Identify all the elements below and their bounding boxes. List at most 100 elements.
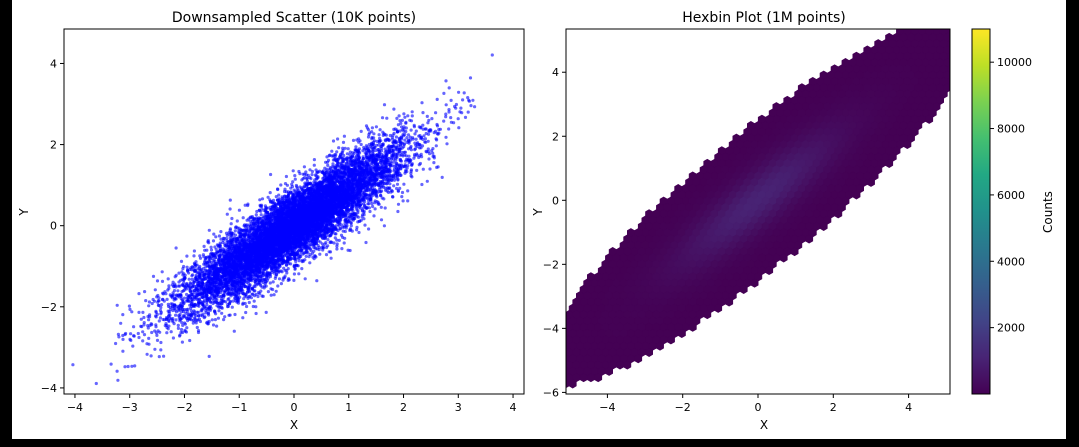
scatter-point bbox=[367, 227, 371, 231]
scatter-point bbox=[398, 129, 402, 133]
scatter-point bbox=[395, 182, 400, 186]
scatter-point bbox=[224, 236, 229, 240]
scatter-point bbox=[385, 116, 389, 120]
scatter-point bbox=[179, 330, 183, 334]
scatter-point bbox=[406, 199, 410, 203]
scatter-point bbox=[279, 282, 283, 286]
scatter-point bbox=[182, 296, 187, 300]
scatter-point bbox=[449, 98, 453, 102]
scatter-point bbox=[147, 318, 151, 322]
scatter-point bbox=[208, 308, 212, 312]
scatter-point bbox=[233, 229, 237, 233]
scatter-point bbox=[434, 144, 438, 148]
scatter-point bbox=[394, 135, 398, 139]
scatter-point bbox=[256, 294, 260, 299]
scatter-point bbox=[164, 292, 168, 296]
scatter-point bbox=[192, 249, 196, 253]
scatter-point bbox=[329, 256, 333, 260]
scatter-point bbox=[211, 239, 216, 243]
scatter-point bbox=[230, 216, 234, 221]
scatter-point bbox=[406, 114, 410, 118]
scatter-point bbox=[146, 326, 150, 330]
scatter-point bbox=[149, 354, 153, 358]
scatter-point bbox=[141, 330, 145, 334]
scatter-title: Downsampled Scatter (10K points) bbox=[172, 10, 416, 26]
scatter-point bbox=[126, 364, 130, 369]
scatter-point bbox=[222, 318, 226, 322]
scatter-point bbox=[412, 156, 416, 160]
scatter-point bbox=[421, 123, 425, 127]
scatter-point bbox=[343, 146, 347, 150]
scatter-point bbox=[424, 127, 428, 131]
scatter-point bbox=[155, 279, 160, 283]
scatter-point bbox=[301, 172, 305, 176]
scatter-point bbox=[292, 272, 296, 276]
scatter-point bbox=[150, 330, 154, 335]
scatter-point bbox=[335, 150, 339, 154]
scatter-point bbox=[413, 132, 417, 136]
scatter-point bbox=[374, 125, 378, 129]
scatter-point bbox=[401, 199, 405, 203]
scatter-point bbox=[159, 340, 163, 345]
scatter-point bbox=[223, 315, 227, 319]
scatter-point bbox=[158, 308, 163, 313]
scatter-point bbox=[247, 300, 251, 305]
scatter-point bbox=[181, 267, 185, 271]
scatter-point bbox=[425, 114, 429, 118]
scatter-point bbox=[435, 124, 440, 128]
scatter-point bbox=[342, 241, 346, 245]
scatter-point bbox=[115, 303, 119, 307]
scatter-point bbox=[330, 149, 334, 153]
scatter-point bbox=[354, 145, 358, 149]
scatter-point bbox=[141, 310, 145, 314]
scatter-point bbox=[398, 119, 402, 123]
scatter-point bbox=[235, 219, 239, 223]
scatter-point bbox=[178, 312, 182, 316]
scatter-point bbox=[109, 362, 113, 366]
scatter-point bbox=[381, 143, 385, 147]
scatter-point bbox=[382, 103, 387, 107]
scatter-point bbox=[410, 110, 414, 114]
scatter-point bbox=[310, 169, 314, 174]
scatter-point bbox=[157, 355, 161, 359]
scatter-point bbox=[370, 202, 374, 206]
scatter-point bbox=[198, 319, 202, 324]
scatter-point bbox=[272, 293, 276, 297]
scatter-point bbox=[300, 267, 304, 271]
scatter-point bbox=[391, 195, 395, 199]
scatter-point bbox=[382, 224, 386, 228]
scatter-point bbox=[371, 204, 375, 209]
scatter-point bbox=[332, 241, 336, 245]
scatter-point bbox=[174, 318, 178, 322]
scatter-point bbox=[161, 292, 165, 296]
scatter-point bbox=[286, 267, 290, 271]
scatter-point bbox=[117, 335, 121, 339]
scatter-point bbox=[324, 253, 329, 257]
scatter-point bbox=[131, 344, 135, 348]
scatter-point bbox=[459, 106, 463, 110]
scatter-point bbox=[366, 135, 371, 139]
scatter-point bbox=[283, 182, 288, 186]
scatter-point bbox=[178, 334, 182, 338]
scatter-point bbox=[355, 228, 359, 232]
scatter-point bbox=[264, 310, 268, 314]
scatter-point bbox=[245, 304, 249, 309]
scatter-point bbox=[304, 254, 308, 258]
scatter-point bbox=[395, 186, 399, 191]
scatter-point bbox=[159, 348, 163, 352]
scatter-point bbox=[241, 216, 245, 220]
scatter-point bbox=[142, 333, 147, 337]
scatter-point bbox=[185, 326, 189, 330]
scatter-point bbox=[346, 147, 350, 151]
scatter-point bbox=[363, 223, 367, 227]
scatter-point bbox=[145, 352, 149, 356]
scatter-point bbox=[324, 160, 328, 164]
scatter-point bbox=[132, 325, 136, 329]
scatter-point bbox=[329, 240, 333, 244]
scatter-point bbox=[71, 363, 75, 367]
scatter-point bbox=[340, 247, 344, 251]
scatter-point bbox=[444, 112, 448, 116]
scatter-point bbox=[141, 339, 145, 343]
scatter-point bbox=[147, 342, 151, 346]
scatter-point bbox=[490, 53, 494, 57]
